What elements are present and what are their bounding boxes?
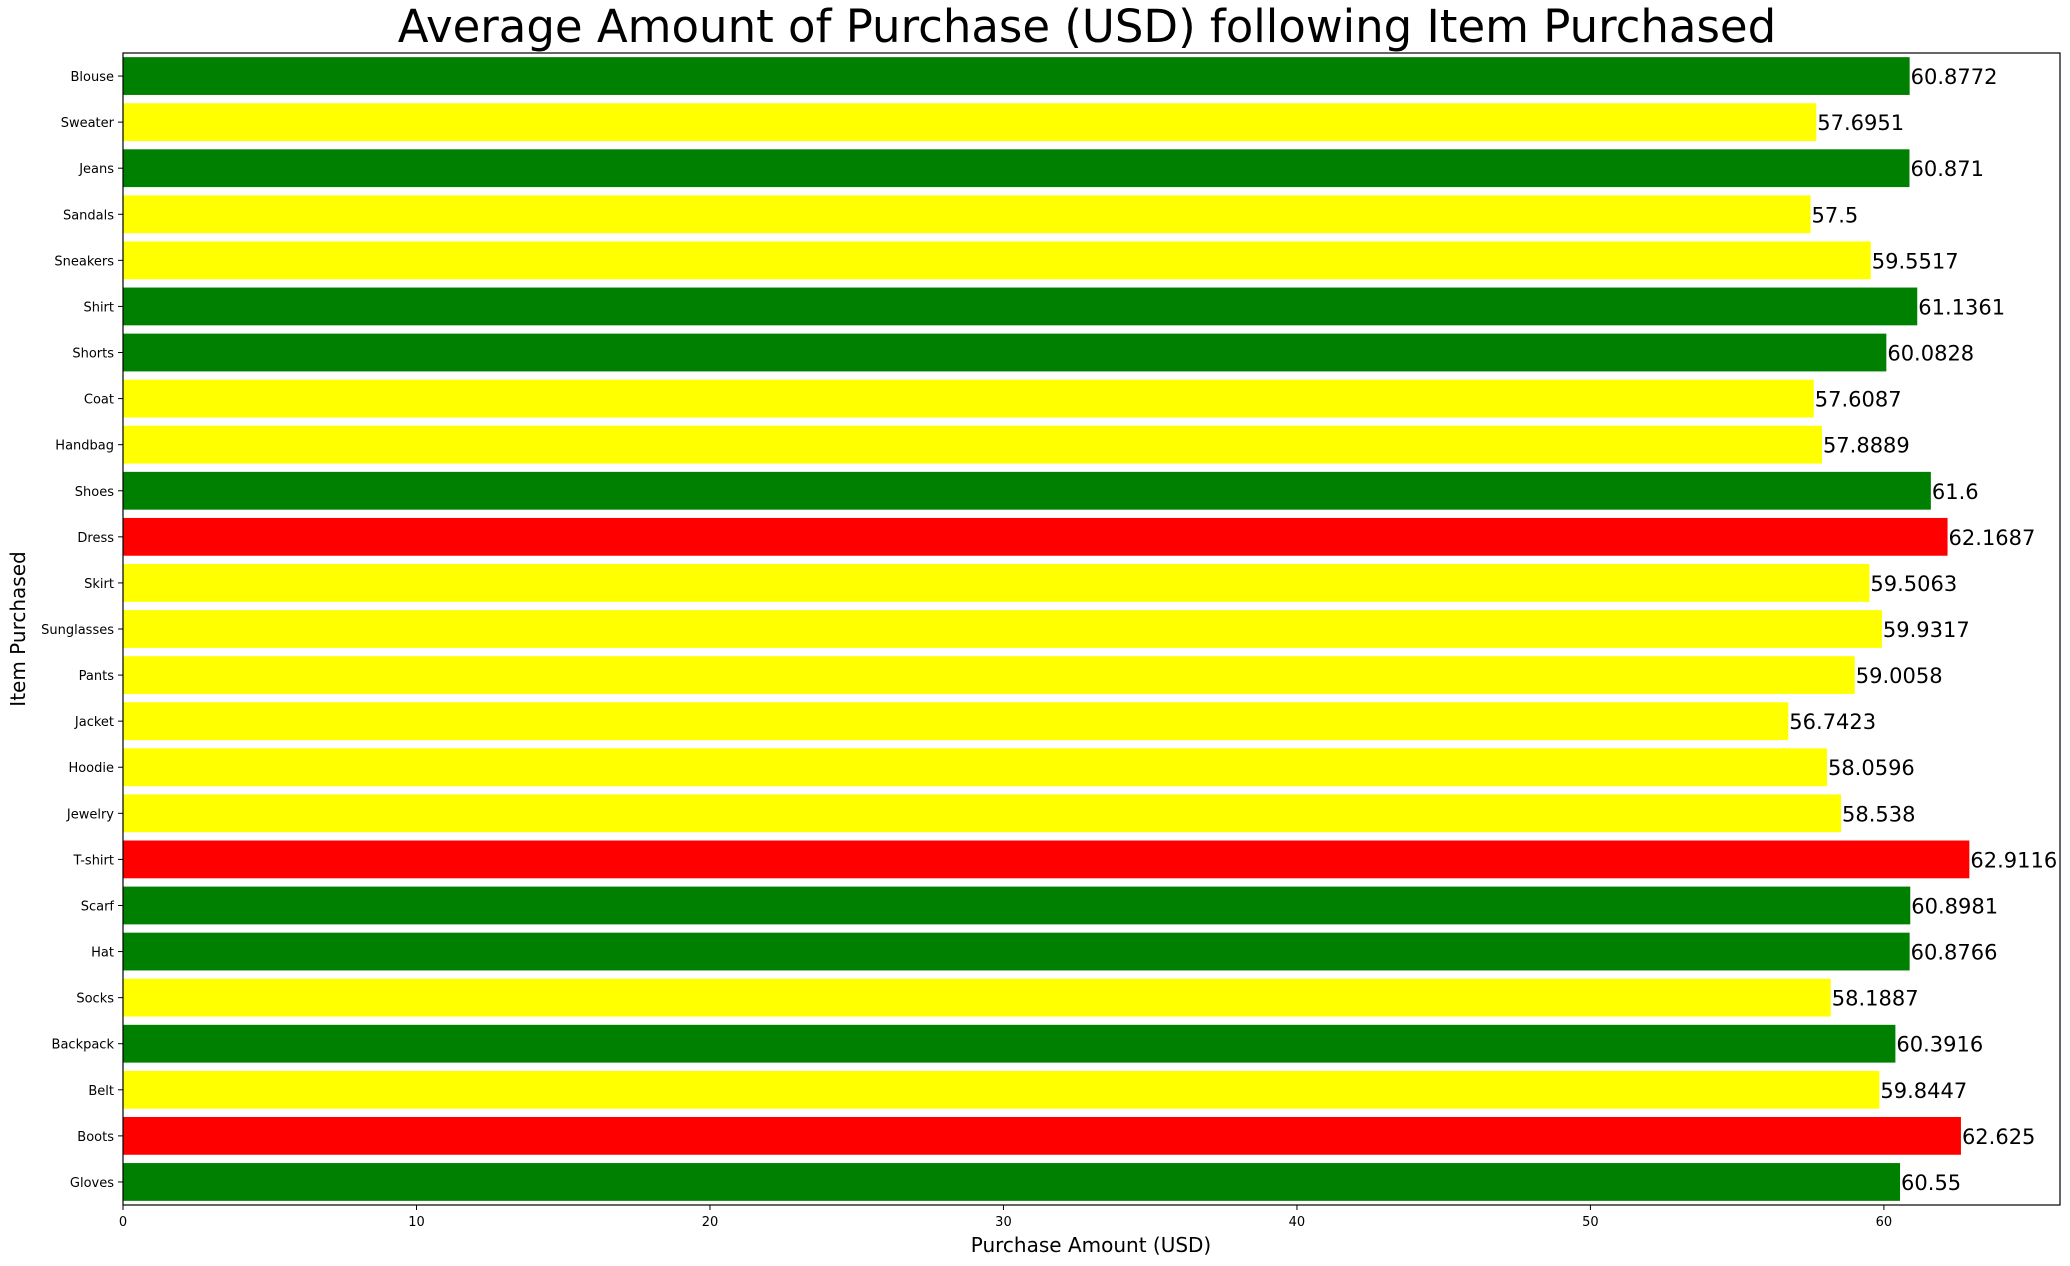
data-label-socks: 58.1887 [1832,987,1919,1011]
data-label-sandals: 57.5 [1812,203,1859,227]
bar-jeans [123,149,1910,188]
data-label-boots: 62.625 [1962,1125,2035,1149]
y-axis-label: Item Purchased [6,551,30,706]
data-label-gloves: 60.55 [1901,1171,1961,1195]
y-tick-label-sandals: Sandals [63,208,114,223]
bar-handbag [123,425,1822,464]
y-tick-label-jewelry: Jewelry [66,807,114,822]
data-label-shorts: 60.0828 [1887,342,1974,366]
x-tick-label: 40 [1289,1215,1306,1230]
y-tick-label-socks: Socks [76,992,114,1007]
y-tick-label-belt: Belt [88,1084,114,1099]
y-axis: Blouse Sweater Jeans Sandals Sneakers Shirt Sh… [41,70,123,1191]
y-tick-label-sweater: Sweater [61,116,115,131]
y-tick-label-blouse: Blouse [71,70,115,85]
bar-boots [123,1116,1961,1155]
bar-jacket [123,702,1789,741]
bar-blouse [123,57,1910,95]
bar-dress [123,517,1948,556]
data-label-skirt: 59.5063 [1870,572,1957,596]
x-axis: 0 10 20 30 40 50 60 [119,1205,1892,1230]
data-label-sunglasses: 59.9317 [1883,618,1970,642]
data-label-jewelry: 58.538 [1842,802,1915,826]
bar-coat [123,379,1814,418]
bar-gloves [123,1163,1901,1201]
y-tick-label-hat: Hat [91,946,114,961]
x-tick-label: 10 [408,1215,425,1230]
y-tick-label-t-shirt: T-shirt [72,853,114,868]
x-tick-label: 0 [119,1215,127,1230]
y-tick-label-gloves: Gloves [70,1176,114,1191]
bar-sunglasses [123,610,1882,648]
bar-sandals [123,195,1811,234]
x-tick-label: 60 [1876,1215,1893,1230]
bar-hat [123,932,1910,971]
data-label-jacket: 56.7423 [1789,710,1876,734]
bar-t-shirt [123,840,1970,879]
y-tick-label-sneakers: Sneakers [54,254,114,269]
data-label-scarf: 60.8981 [1911,894,1998,918]
data-label-shoes: 61.6 [1932,480,1979,504]
y-tick-label-shoes: Shoes [75,485,114,500]
bar-backpack [123,1024,1896,1063]
data-label-hoodie: 58.0596 [1828,756,1915,780]
bar-scarf [123,886,1911,925]
y-tick-label-coat: Coat [84,393,114,408]
y-tick-label-hoodie: Hoodie [68,761,114,776]
x-tick-label: 50 [1582,1215,1599,1230]
data-label-coat: 57.6087 [1815,388,1902,412]
y-tick-label-sunglasses: Sunglasses [41,623,114,638]
y-tick-label-shirt: Shirt [83,300,114,315]
data-label-belt: 59.8447 [1880,1079,1967,1103]
bar-hoodie [123,748,1827,787]
bar-skirt [123,564,1870,602]
data-label-sweater: 57.6951 [1817,111,1904,135]
bar-socks [123,978,1831,1017]
bar-sweater [123,103,1817,142]
bar-shoes [123,471,1931,510]
chart-title: Average Amount of Purchase (USD) followi… [398,0,1776,53]
data-label-jeans: 60.871 [1910,157,1983,181]
y-tick-label-skirt: Skirt [84,577,114,592]
data-label-pants: 59.0058 [1856,664,1943,688]
y-tick-label-boots: Boots [77,1130,114,1145]
data-label-handbag: 57.8889 [1823,434,1910,458]
data-label-sneakers: 59.5517 [1872,249,1959,273]
data-label-t-shirt: 62.9116 [1970,848,2057,872]
data-label-shirt: 61.1361 [1918,295,2005,319]
y-tick-label-dress: Dress [77,531,114,546]
bar-shirt [123,287,1918,326]
y-tick-label-shorts: Shorts [72,347,114,362]
y-tick-label-scarf: Scarf [81,899,115,914]
data-label-dress: 62.1687 [1949,526,2036,550]
bar-pants [123,656,1855,694]
y-tick-label-pants: Pants [79,669,115,684]
y-tick-label-jacket: Jacket [74,715,114,730]
data-label-blouse: 60.8772 [1911,65,1998,89]
y-tick-label-jeans: Jeans [78,162,114,177]
data-label-hat: 60.8766 [1911,941,1998,965]
x-axis-label: Purchase Amount (USD) [971,1233,1211,1257]
bar-belt [123,1070,1880,1109]
bar-shorts [123,333,1887,372]
y-tick-label-backpack: Backpack [52,1038,115,1053]
bar-sneakers [123,241,1871,280]
data-label-backpack: 60.3916 [1896,1033,1983,1057]
y-tick-label-handbag: Handbag [55,439,114,454]
x-tick-label: 20 [702,1215,719,1230]
bar-jewelry [123,794,1842,833]
x-tick-label: 30 [995,1215,1012,1230]
